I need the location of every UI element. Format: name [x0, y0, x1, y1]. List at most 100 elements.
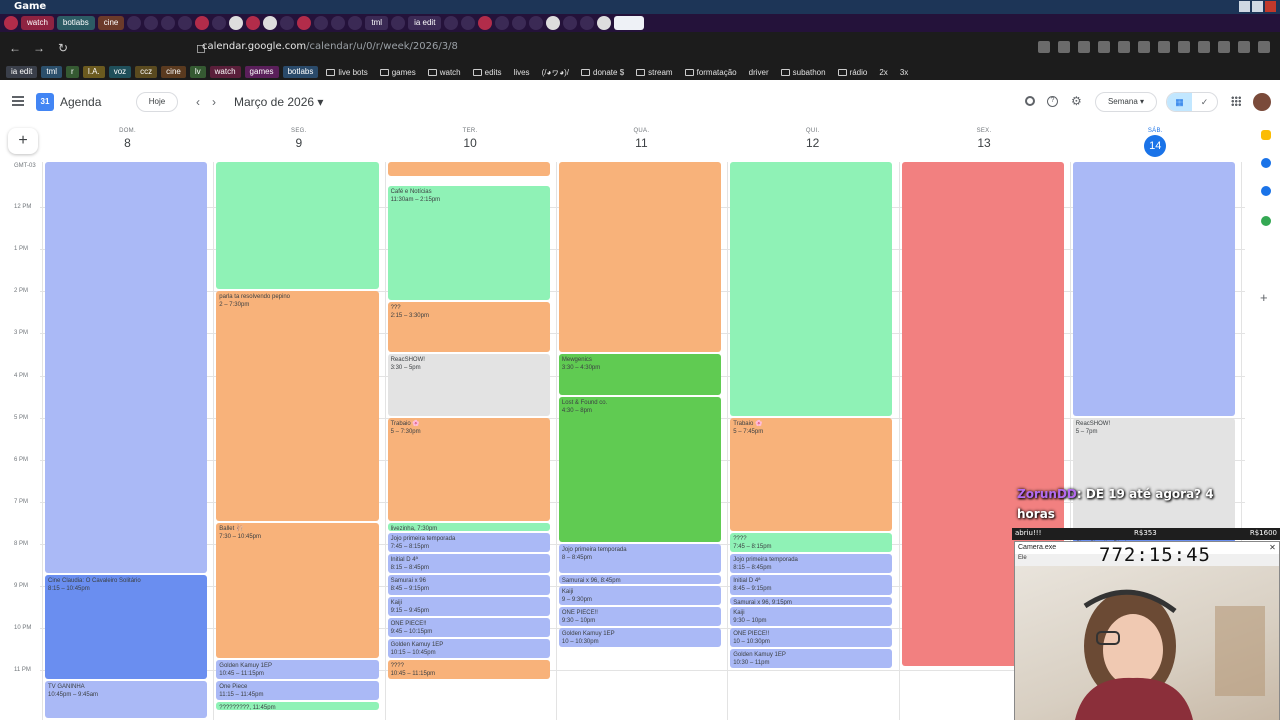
day-number[interactable]: 9 — [295, 136, 303, 150]
bookmark-group[interactable]: watch — [209, 66, 241, 78]
browser-tab[interactable] — [297, 16, 312, 30]
browser-tab[interactable] — [391, 16, 406, 30]
back-icon[interactable]: ← — [9, 41, 21, 55]
calendar-event[interactable]: ReacSHOW! 3:30 – 5pm — [387, 354, 550, 416]
calendar-event[interactable]: Trabaio 🌸 5 – 7:30pm — [387, 417, 550, 521]
browser-tab-active[interactable] — [614, 16, 645, 30]
close-icon[interactable] — [1265, 1, 1276, 12]
close-icon[interactable]: ✕ — [1269, 543, 1276, 552]
calendar-event[interactable] — [558, 162, 722, 353]
puzzle-icon[interactable] — [1198, 41, 1210, 53]
extension-icon[interactable] — [1138, 41, 1150, 53]
extension-icon[interactable] — [1178, 41, 1190, 53]
browser-tab[interactable] — [461, 16, 476, 30]
maps-icon[interactable] — [1261, 216, 1271, 226]
help-icon[interactable]: ? — [1047, 96, 1058, 107]
bookmark-group[interactable]: r — [66, 66, 79, 78]
bookmark-page-icon[interactable]: ◻ — [196, 41, 206, 55]
browser-tab[interactable] — [478, 16, 493, 30]
previous-week-button[interactable]: ‹ — [196, 95, 200, 109]
bookmark-item[interactable]: driver — [745, 68, 773, 77]
bookmark-folder[interactable]: donate $ — [577, 68, 628, 77]
avatar[interactable] — [1253, 93, 1271, 111]
calendar-event[interactable]: Initial D 4ª 8:45 – 9:15pm — [730, 575, 893, 595]
calendar-event[interactable]: parla ta resolvendo pepino 2 – 7:30pm — [216, 291, 379, 521]
calendar-event[interactable]: Cine Claudia: O Cavaleiro Solitário 8:15 … — [45, 575, 208, 679]
extension-icon[interactable] — [1098, 41, 1110, 53]
next-week-button[interactable]: › — [212, 95, 216, 109]
bookmark-group[interactable]: voz — [108, 66, 132, 78]
extension-icon[interactable] — [1078, 41, 1090, 53]
bookmark-folder[interactable]: stream — [632, 68, 676, 77]
day-number[interactable]: 11 — [635, 136, 648, 150]
tasks-icon[interactable] — [1261, 158, 1271, 168]
calendar-event[interactable]: livezinha, 7:30pm — [387, 522, 550, 532]
day-header[interactable]: QUI. 12 — [727, 124, 898, 162]
browser-tab[interactable] — [331, 16, 346, 30]
bookmark-folder[interactable]: subathon — [777, 68, 830, 77]
calendar-event[interactable]: Kaiji 9:30 – 10pm — [730, 607, 893, 627]
bookmark-item[interactable]: 2x — [875, 68, 891, 77]
browser-tab[interactable] — [546, 16, 561, 30]
view-select[interactable]: Semana ▾ — [1095, 92, 1157, 112]
reload-icon[interactable]: ↻ — [57, 41, 69, 55]
browser-tab-group[interactable]: ia edit — [408, 16, 442, 30]
calendar-event[interactable]: ???? 10:45 – 11:15pm — [387, 659, 550, 679]
calendar-event[interactable]: ONE PIECE!! 10 – 10:30pm — [730, 628, 893, 648]
browser-tab[interactable] — [212, 16, 227, 30]
calendar-event[interactable]: Trabaio 🌸 5 – 7:45pm — [730, 417, 893, 532]
calendar-task-toggle[interactable]: ▦ ✓ — [1166, 92, 1218, 112]
tasks-view-icon[interactable]: ✓ — [1200, 97, 1209, 107]
browser-tab[interactable] — [444, 16, 459, 30]
calendar-event[interactable] — [387, 162, 550, 176]
calendar-event[interactable]: Jojo primeira temporada 8 – 8:45pm — [558, 543, 722, 574]
bookmark-item[interactable]: 3x — [896, 68, 912, 77]
browser-tab[interactable] — [127, 16, 142, 30]
browser-tab-group[interactable]: watch — [21, 16, 54, 30]
bookmark-group[interactable]: cine — [161, 66, 186, 78]
calendar-event[interactable]: Mewgenics 3:30 – 4:30pm — [558, 354, 722, 395]
calendar-event[interactable]: Jojo primeira temporada 7:45 – 8:15pm — [387, 533, 550, 553]
bookmark-folder[interactable]: games — [376, 68, 420, 77]
day-header[interactable]: SEX. 13 — [899, 124, 1070, 162]
browser-tab-group[interactable]: botlabs — [56, 16, 95, 30]
browser-tab[interactable] — [314, 16, 329, 30]
calendar-event[interactable]: Samurai x 96 8:45 – 9:15pm — [387, 575, 550, 595]
day-header[interactable]: TER. 10 — [385, 124, 556, 162]
calendar-view-icon[interactable]: ▦ — [1167, 93, 1192, 111]
browser-tab[interactable] — [263, 16, 278, 30]
bookmark-group[interactable]: ia edit — [6, 66, 38, 78]
browser-tab[interactable] — [563, 16, 578, 30]
bookmark-folder[interactable]: formatação — [681, 68, 741, 77]
calendar-event[interactable]: One Piece 11:15 – 11:45pm — [216, 680, 379, 700]
calendar-event[interactable] — [730, 162, 893, 416]
month-label[interactable]: Março de 2026 ▾ — [234, 95, 324, 109]
bookmark-item[interactable]: lives — [510, 68, 534, 77]
sidebar-icon[interactable] — [1218, 41, 1230, 53]
main-menu-icon[interactable] — [12, 96, 24, 106]
browser-tab-group[interactable]: cine — [97, 16, 125, 30]
browser-tab-group[interactable]: tml — [365, 16, 389, 30]
gear-icon[interactable]: ⚙ — [1071, 94, 1082, 108]
calendar-event[interactable]: Café e Notícias 11:30am – 2:15pm — [387, 186, 550, 300]
calendar-event[interactable]: Golden Kamuy 1EP 10:15 – 10:45pm — [387, 638, 550, 658]
browser-tab[interactable] — [161, 16, 176, 30]
add-addon-icon[interactable]: + — [1260, 290, 1268, 305]
bookmark-group[interactable]: lv — [189, 66, 206, 78]
calendar-event[interactable]: Initial D 4ª 8:15 – 8:45pm — [387, 554, 550, 574]
today-button[interactable]: Hoje — [136, 92, 178, 112]
calendar-event[interactable] — [216, 162, 379, 290]
bookmark-item[interactable]: (/◕ヮ◕)/ — [538, 67, 573, 78]
bookmark-group[interactable]: ccz — [135, 66, 158, 78]
calendar-event[interactable]: Kaiji 9:15 – 9:45pm — [387, 596, 550, 616]
zoom-icon[interactable] — [1038, 41, 1050, 53]
bookmark-group[interactable]: games — [244, 66, 279, 78]
browser-tab[interactable] — [4, 16, 18, 30]
browser-tab[interactable] — [529, 16, 544, 30]
browser-tab[interactable] — [280, 16, 295, 30]
browser-tab[interactable] — [144, 16, 159, 30]
day-header[interactable]: DOM. 8 — [42, 124, 213, 162]
calendar-event[interactable]: Kaiji 9 – 9:30pm — [558, 586, 722, 606]
calendar-event[interactable]: ??? 2:15 – 3:30pm — [387, 301, 550, 353]
browser-tab[interactable] — [512, 16, 527, 30]
